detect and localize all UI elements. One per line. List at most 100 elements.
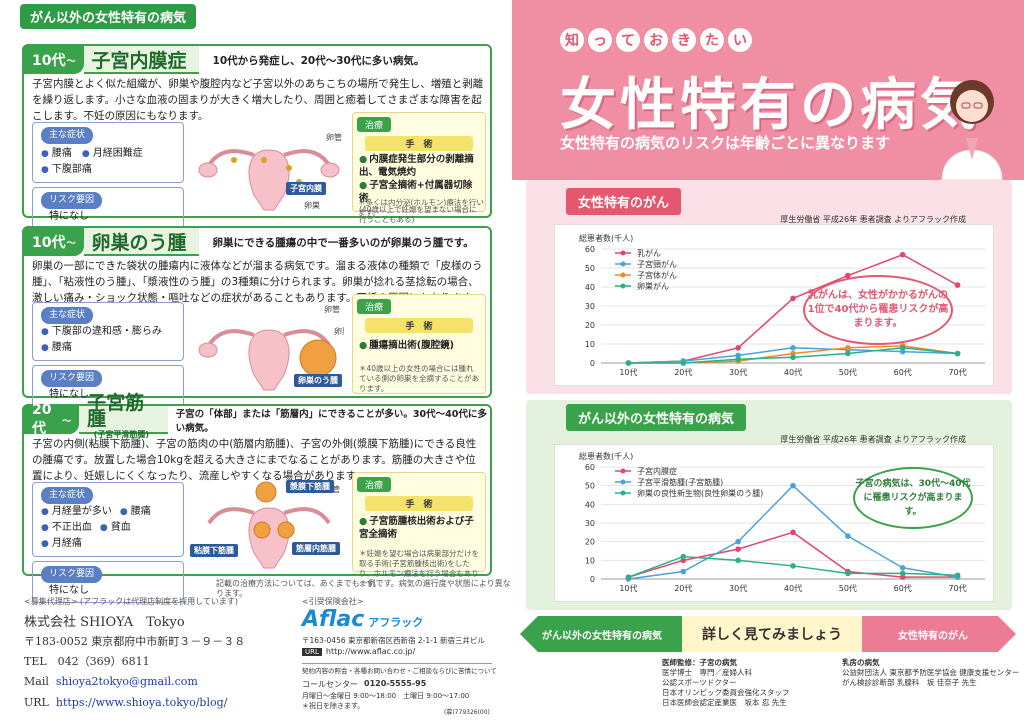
- x-tick-label: 10代: [619, 367, 637, 377]
- data-point: [845, 571, 851, 577]
- data-point: [735, 539, 741, 545]
- y-tick-label: 0: [590, 575, 595, 584]
- symptom-item: 月経困難症: [82, 146, 143, 162]
- data-point: [845, 533, 851, 539]
- data-point: [735, 546, 741, 552]
- legend-marker: [621, 469, 626, 474]
- data-point: [790, 563, 796, 569]
- legend-marker: [621, 491, 626, 496]
- y-tick-label: 20: [585, 321, 595, 330]
- treatment-box: 治療 手 術 子宮筋腫核出術および子宮全摘術 ＊妊娠を望む場合は病巣部分だけを取…: [352, 472, 486, 572]
- legend-label: 子宮内膜症: [637, 466, 677, 476]
- age-tag: 10代〜: [24, 228, 84, 256]
- treatment-box: 治療 手 術 内膜症発生部分の剥離摘出、電気焼灼 子宮全摘術+付属器切除術 (4…: [352, 112, 486, 212]
- x-tick-label: 40代: [784, 367, 802, 377]
- section-desc: 卵巣にできる腫瘍の中で一番多いのが卵巣のう腫です。: [199, 235, 474, 250]
- callout-bubble: 子宮の病気は、30代〜40代に罹患リスクが高まります。: [853, 467, 973, 529]
- data-point: [790, 296, 796, 302]
- nav-cancer[interactable]: 女性特有のがん: [898, 627, 968, 642]
- treatment-item: 内膜症発生部分の剥離摘出、電気焼灼: [359, 153, 479, 179]
- blog-link[interactable]: https://www.shioya.tokyo/blog/: [56, 696, 228, 709]
- hero-banner: 知 っ て お き た い 女性特有の病気 女性特有の病気のリスクは年齢ごとに異…: [512, 0, 1024, 180]
- symptoms-box: 主な症状 月経量が多い 腰痛 不正出血 貧血 月経痛: [32, 482, 184, 557]
- disease-name: 卵巣のう腫: [84, 228, 199, 256]
- y-tick-label: 50: [585, 482, 595, 491]
- y-tick-label: 40: [585, 500, 595, 509]
- data-point: [790, 345, 796, 351]
- top-tag: がん以外の女性特有の病気: [20, 4, 196, 29]
- panel-non-cancer: がん以外の女性特有の病気 厚生労働省 平成26年 患者調査 よりアフラック作成 …: [526, 400, 1012, 610]
- nav-non-cancer[interactable]: がん以外の女性特有の病気: [542, 627, 662, 642]
- y-tick-label: 60: [585, 245, 595, 254]
- age-tag: 20代〜: [24, 406, 79, 434]
- aflac-address: 〒163-0456 東京都新宿区西新宿 2-1-1 新宿三井ビル: [302, 635, 485, 646]
- y-tick-label: 20: [585, 538, 595, 547]
- footer: <募集代理店> (アフラックは代理店制度を採用しています) 株式会社 SHIOY…: [0, 595, 512, 723]
- svg-text:卵巣: 卵巣: [304, 200, 320, 210]
- age-tag: 10代〜: [24, 46, 84, 74]
- treatment-item: 子宮筋腫核出術および子宮全摘術: [359, 515, 479, 541]
- y-tick-label: 0: [590, 359, 595, 368]
- symptom-item: 月経痛: [41, 536, 82, 552]
- symptom-item: 不正出血: [41, 520, 92, 536]
- company-address: 〒183-0052 東京都府中市新町３－９－３８: [24, 633, 245, 649]
- data-point: [900, 571, 906, 577]
- page-subtitle: 女性特有の病気のリスクは年齢ごとに異なります: [560, 132, 890, 153]
- data-point: [680, 554, 686, 560]
- aflac-logo: Aflac アフラック: [302, 607, 423, 632]
- section-endometriosis: 10代〜 子宮内膜症 10代から発症し、20代〜30代に多い病気。 子宮内膜とよ…: [22, 44, 492, 218]
- data-point: [790, 530, 796, 536]
- data-point: [900, 565, 906, 571]
- company-name: 株式会社 SHIOYA Tokyo: [24, 611, 185, 630]
- data-point: [735, 558, 741, 564]
- symptoms-box: 主な症状 腰痛 月経困難症 下腹部痛: [32, 122, 184, 183]
- page-title: 女性特有の病気: [560, 60, 980, 141]
- panel-cancer: 女性特有のがん 厚生労働省 平成26年 患者調査 よりアフラック作成 総患者数(…: [526, 180, 1012, 394]
- data-point: [680, 569, 686, 575]
- mail-link[interactable]: shioya2tokyo@gmail.com: [56, 675, 198, 688]
- aflac-url[interactable]: http://www.aflac.co.jp/: [326, 647, 415, 656]
- symptoms-box: 主な症状 下腹部の違和感・膨らみ 腰痛: [32, 302, 184, 361]
- data-point: [680, 360, 686, 366]
- x-tick-label: 70代: [948, 583, 966, 593]
- credits-uterus: 医師監修：子宮の病気 医学博士 専門／産婦人科 公認スポーツドクター 日本オリン…: [662, 658, 790, 708]
- data-point: [626, 574, 632, 580]
- y-tick-label: 60: [585, 463, 595, 472]
- y-tick-label: 30: [585, 519, 595, 528]
- treatment-item: 腫瘍摘出術(腹腔鏡): [359, 339, 479, 352]
- symptom-item: 腰痛: [41, 146, 72, 162]
- section-note: ＊40歳以上の女性の場合には腫れている側の卵巣を全摘することがあります。: [353, 358, 485, 394]
- y-tick-label: 10: [585, 340, 595, 349]
- disease-name: 子宮筋腫 (子宮平滑筋腫): [79, 406, 167, 434]
- y-axis-label: 総患者数(千人): [579, 451, 633, 461]
- svg-text:卵管: 卵管: [326, 132, 342, 142]
- contact-title: 契約内容の照会・各種お問い合わせ・ご相談ならびに苦情について: [302, 665, 502, 675]
- legend-label: 卵巣がん: [637, 281, 669, 291]
- data-point: [955, 572, 961, 578]
- doctor-icon: [932, 70, 1012, 180]
- section-desc: 子宮の「体部」または「筋層内」にできることが多い。30代〜40代に多い病気。: [168, 406, 490, 434]
- legend-marker: [621, 262, 626, 267]
- x-tick-label: 50代: [839, 367, 857, 377]
- x-tick-label: 70代: [948, 367, 966, 377]
- nav-center-label: 詳しく見てみましょう: [682, 616, 862, 652]
- call-center-phone: 0120-5555-95: [364, 679, 426, 690]
- data-point: [900, 252, 906, 258]
- x-tick-label: 30代: [729, 583, 747, 593]
- y-tick-label: 30: [585, 302, 595, 311]
- data-point: [626, 360, 632, 366]
- insurer-label: <引受保険会社>: [302, 597, 363, 607]
- legend-marker: [621, 480, 626, 485]
- agency-label: <募集代理店>: [24, 597, 77, 606]
- panel-tag: がん以外の女性特有の病気: [566, 404, 746, 431]
- legend-label: 乳がん: [637, 248, 661, 258]
- kicker: 知 っ て お き た い: [560, 28, 752, 52]
- section-desc: 10代から発症し、20代〜30代に多い病気。: [199, 53, 425, 68]
- symptom-item: 貧血: [100, 520, 131, 536]
- legend-label: 卵巣の良性新生物(良性卵巣のう腫): [637, 488, 763, 498]
- data-point: [900, 345, 906, 351]
- legend-marker: [621, 284, 626, 289]
- series-line: [628, 532, 957, 577]
- legend-label: 子宮平滑筋腫(子宮筋腫): [637, 477, 723, 487]
- x-tick-label: 40代: [784, 583, 802, 593]
